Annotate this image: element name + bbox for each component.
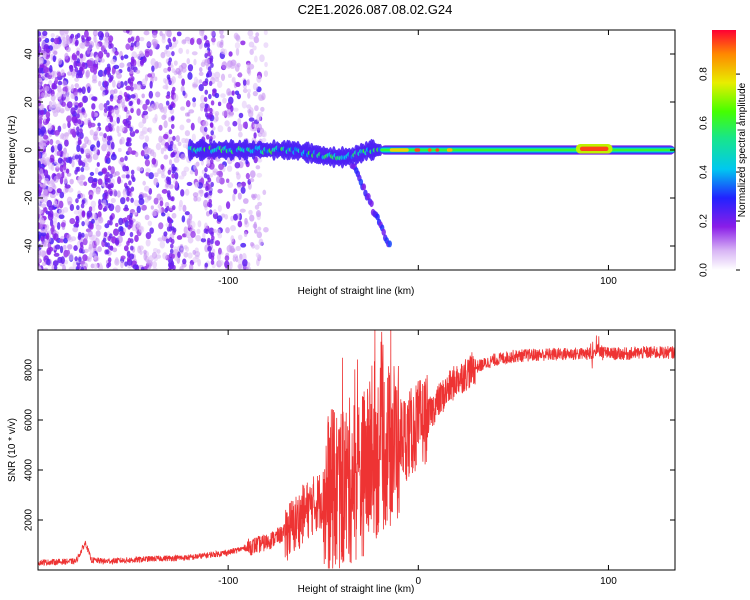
colorbar-tick-label: 0.6	[699, 116, 710, 130]
chart-title: C2E1.2026.087.08.02.G24	[297, 2, 453, 17]
spectrogram-y-axis: -40 -20 0 20 40	[24, 48, 675, 253]
colorbar-tick-label: 0.4	[699, 165, 710, 179]
y-tick-label: -20	[24, 190, 35, 205]
y-tick-label: 0	[24, 147, 35, 153]
snr-line	[38, 330, 675, 569]
colorbar-gradient	[712, 30, 736, 270]
y-tick-label: 40	[24, 48, 35, 60]
colorbar-tick-label: 0.0	[699, 263, 710, 277]
y-tick-label: 8000	[24, 358, 35, 381]
spectrogram-image	[38, 30, 675, 270]
snr-y-axis: 2000 4000 6000 8000	[24, 358, 675, 531]
snr-series	[38, 330, 675, 569]
spectrogram-tail	[349, 161, 392, 248]
x-tick-label: 100	[600, 276, 617, 287]
x-tick-label: -100	[218, 276, 238, 287]
colorbar-tick-label: 0.8	[699, 67, 710, 81]
spectrogram-noise	[38, 30, 269, 270]
x-tick-label: 100	[600, 576, 617, 587]
snr-panel: 2000 4000 6000 8000 -100 0 100 Height of stra…	[7, 329, 676, 595]
spectrogram-main-band	[380, 145, 675, 155]
colorbar-tick-label: 0.2	[699, 214, 710, 228]
y-tick-label: -40	[24, 238, 35, 253]
y-tick-label: 6000	[24, 408, 35, 431]
x-tick-label: 0	[416, 576, 422, 587]
snr-x-label: Height of straight line (km)	[298, 584, 415, 595]
spectrogram-midband	[187, 138, 383, 169]
snr-frame	[37, 329, 676, 571]
spectrogram-hot-segments	[389, 144, 613, 154]
y-tick-label: 4000	[24, 458, 35, 481]
y-tick-label: 20	[24, 96, 35, 108]
x-tick-label: -100	[218, 576, 238, 587]
spectrogram-panel: -40 -20 0 20 40 -100 100 Height of straight l…	[7, 29, 676, 297]
colorbar: 0.0 0.2 0.4 0.6 0.8 Normalized spectral ampl…	[699, 30, 748, 277]
snr-x-axis: -100 0 100	[218, 330, 617, 587]
colorbar-label: Normalized spectral amplitude	[737, 82, 748, 217]
spectrogram-y-label: Frequency (Hz)	[7, 116, 18, 185]
y-tick-label: 2000	[24, 508, 35, 531]
spectrogram-x-axis: -100 100	[218, 30, 617, 287]
colorbar-ticks: 0.0 0.2 0.4 0.6 0.8	[699, 67, 740, 277]
spectrogram-x-label: Height of straight line (km)	[298, 286, 415, 297]
snr-y-label: SNR (10 * v/v)	[7, 418, 18, 482]
